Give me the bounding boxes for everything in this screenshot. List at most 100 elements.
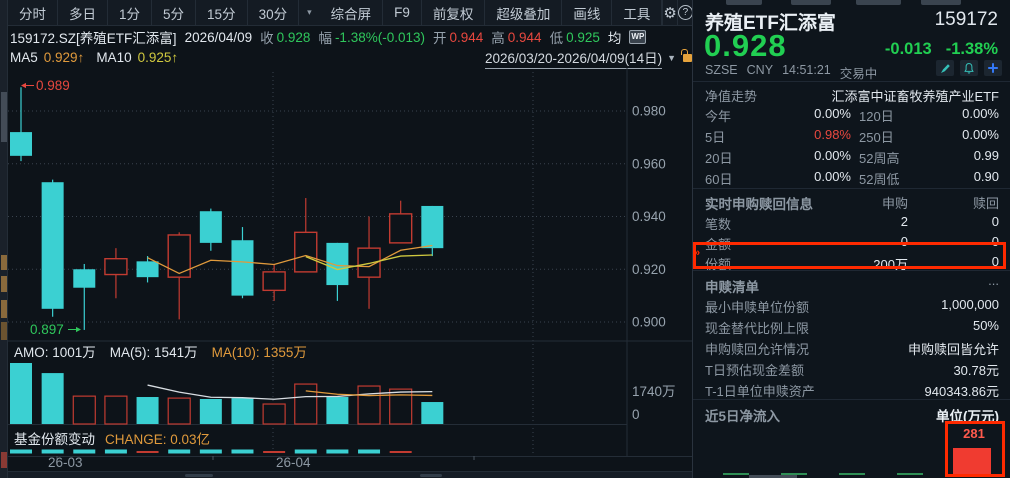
toolbar-action-前复权[interactable]: 前复权 [422,0,486,25]
wp-window-icon[interactable]: WP [629,30,647,44]
panel-tab-stub[interactable] [726,0,762,5]
candle-body [167,234,191,278]
period-more-caret-icon[interactable]: ▾ [307,7,312,17]
rt-section-title: 实时申购赎回信息 [705,197,813,212]
price-volume-chart[interactable]: 0.980 0.960 0.940 0.920 0.900 1740万 0 0.989 0.89… [8,68,692,478]
volume-bar [421,402,444,424]
perf-row: 今年 0.00% 120日 0.00% [693,103,1010,124]
divider [693,81,1010,82]
list-row: 最小申赎单位份额 1,000,000 [693,294,1010,315]
add-plus-icon[interactable] [984,60,1002,76]
perf-row: 5日 0.98% 250日 0.00% [693,124,1010,145]
amo-value: AMO: 1001万 [14,345,96,360]
perf-row: 20日 0.00% 52周高 0.99 [693,145,1010,166]
panel-tab-stub[interactable] [921,0,961,5]
perf-value: 0.00% [814,169,851,184]
x-axis-label-april: 26-04 [276,455,311,470]
rt-row-笔数: 笔数 2 0 [693,211,1010,232]
toolbar-action-F9[interactable]: F9 [383,0,422,25]
period-tab-1分[interactable]: 1分 [108,0,153,25]
toolbar-action-超级叠加[interactable]: 超级叠加 [485,0,563,25]
divider [693,188,1010,189]
share-change-bar: 基金份额变动 CHANGE: 0.03亿 [14,428,210,448]
share-change-bar [389,451,412,453]
left-edge-toolbar[interactable] [0,0,8,478]
ma10-value: 0.925↑ [137,50,179,65]
candle-body [357,247,381,278]
share-change-bar [136,451,159,453]
amo-indicator-bar: AMO: 1001万 MA(5): 1541万 MA(10): 1355万 [14,341,307,361]
left-strip-mark [1,322,7,340]
date-range-selector[interactable]: 2026/03/20-2026/04/09(14日) ▼ [484,47,692,69]
period-tab-30分[interactable]: 30分 [248,0,300,25]
netflow-bar [781,472,807,475]
quote-panel: 养殖ETF汇添富 159172 0.928 -0.013 -1.38% SZSE… [692,0,1010,478]
settings-gear-icon[interactable]: ⚙ [662,0,677,25]
candle-body [388,213,413,244]
edit-pencil-icon[interactable] [936,60,954,76]
x-axis-label-march: 26-03 [48,455,83,470]
share-change-series [10,449,412,454]
list-row-value: 30.78元 [953,363,999,378]
alert-bell-icon[interactable] [960,60,978,76]
netflow-bar [897,472,923,475]
help-icon[interactable]: ? [676,0,693,25]
left-strip-mark [1,300,7,318]
horizontal-scrollbar[interactable] [8,471,692,478]
scrollbar-handle[interactable] [420,474,442,477]
perf-value: 0.00% [814,106,851,121]
perf-label: 52周低 [859,172,900,187]
period-tab-分时[interactable]: 分时 [8,0,58,25]
list-row: T-1日单位申赎资产 940343.86元 [693,378,1010,399]
share-change-bar [41,449,64,454]
candle-body [199,211,222,243]
panel-tab-stub[interactable] [791,0,831,5]
candle-body [326,242,349,286]
help-question-glyph: ? [677,5,693,20]
trading-status: 交易中 [839,67,878,81]
panel-scrollbar-handle[interactable] [749,475,797,478]
perf-value: 0.00% [962,106,999,121]
toolbar-action-工具[interactable]: 工具 [612,0,663,25]
market-status-bar: SZSE CNY 14:51:21 交易中 [705,63,877,82]
rt-buy-value: 2 [900,214,908,229]
annotation-box-netflow [945,421,1005,477]
exchange-label: SZSE [705,63,738,77]
close-value: 0.928 [276,29,311,45]
period-tab-多日[interactable]: 多日 [58,0,108,25]
left-strip-mark [1,255,7,270]
rt-section-header: 实时申购赎回信息 申购 赎回 [693,190,1010,212]
toolbar-action-综合屏[interactable]: 综合屏 [320,0,384,25]
panel-tab-stub[interactable] [856,0,901,5]
candle-body [73,269,96,288]
change-pct: -1.38% [945,40,998,58]
share-change-bar [231,449,254,454]
fund-code: 159172 [934,9,998,30]
share-change-bar [10,449,32,454]
avg-toggle[interactable]: 均 [607,31,622,46]
list-row-value: 50% [972,318,999,333]
change-abs: -0.013 [884,40,932,58]
more-ellipsis[interactable]: ... [988,273,999,288]
scrollbar-handle[interactable] [185,474,213,477]
candle-body [104,257,128,276]
volume-axis-zero: 0 [632,407,640,422]
perf-value: 0.00% [814,148,851,163]
period-tab-5分[interactable]: 5分 [152,0,197,25]
share-change-bar [326,449,349,454]
unlock-icon[interactable] [681,48,692,62]
quote-time: 14:51:21 [782,63,831,77]
netflow-bar [839,472,865,475]
symbol-text: 159172.SZ[养殖ETF汇添富] [10,31,177,46]
volume-ma5-line [147,384,433,400]
share-change-bar [73,449,96,454]
period-tab-15分[interactable]: 15分 [196,0,248,25]
perf-label: 20日 [705,151,733,166]
toolbar-action-画线[interactable]: 画线 [562,0,613,25]
perf-label: 5日 [705,130,726,145]
annotation-marker-icon: » [694,247,701,259]
svg-text:0.920: 0.920 [632,262,666,277]
perf-label: 今年 [705,109,732,124]
svg-text:0.960: 0.960 [632,156,666,171]
